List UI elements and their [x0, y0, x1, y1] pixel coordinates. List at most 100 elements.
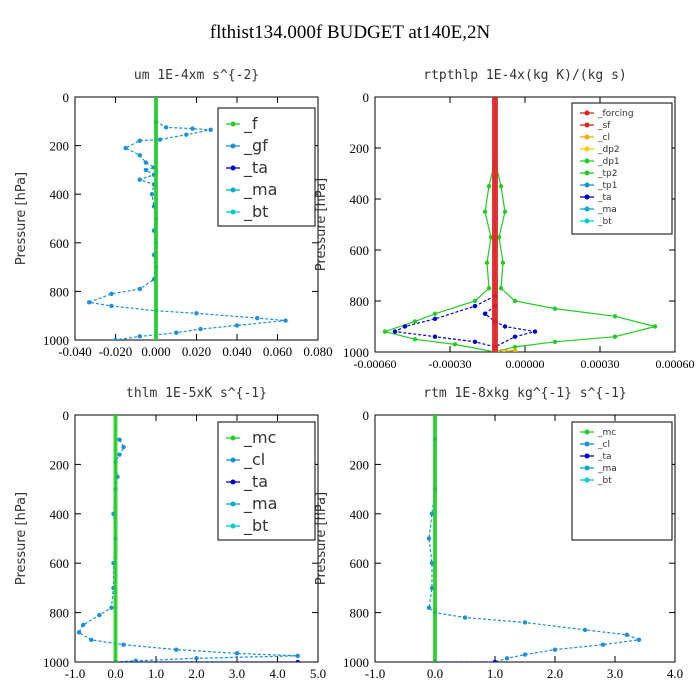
data-point — [117, 452, 122, 457]
data-point — [512, 298, 518, 304]
panel-title: um 1E-4xm s^{-2} — [134, 68, 259, 83]
panel-3: thlm 1E-5xK s^{-1} -1.0 0.0 1.0 2.0 3.0 4.0 5.0… — [14, 386, 326, 681]
legend-marker — [584, 441, 590, 447]
legend-entry: _dp1 — [597, 157, 620, 167]
data-point — [174, 330, 179, 335]
data-point — [512, 334, 518, 339]
data-point — [109, 291, 114, 297]
x-tick-label: 0.060 — [263, 344, 292, 359]
data-point — [452, 342, 458, 347]
legend: _f_gf_ta_ma_bt — [217, 107, 316, 227]
data-point — [486, 184, 492, 189]
x-tick-label: 4.0 — [269, 666, 285, 681]
x-tick-label: 0.0 — [107, 666, 123, 681]
data-point — [512, 344, 518, 350]
data-point — [512, 348, 518, 352]
x-tick-label: 0.00030 — [581, 357, 620, 371]
panel-title: rtm 1E-8xkg kg^{-1} s^{-1} — [423, 386, 627, 401]
data-point — [149, 192, 155, 197]
legend-entry: _mc — [597, 428, 616, 438]
legend-entry: _tp2 — [597, 169, 617, 179]
y-tick-label: 200 — [50, 139, 70, 154]
plot-area — [382, 97, 658, 352]
y-axis-label: Pressure [hPa] — [314, 492, 329, 585]
data-point — [234, 323, 240, 328]
data-point — [484, 260, 490, 265]
data-point — [482, 311, 488, 316]
panel-4: rtm 1E-8xkg kg^{-1} s^{-1} -1.0 0.0 1.0 2.0 3… — [314, 386, 683, 681]
legend-marker — [584, 206, 590, 212]
data-point — [137, 153, 142, 158]
legend-entry: _forcing — [597, 109, 634, 119]
data-point — [137, 138, 142, 143]
data-point — [80, 622, 86, 628]
data-point — [492, 659, 498, 662]
legend: _forcing _sf _cl _dp2 _dp1 _tp2 _tp1 _ta _ma _bt — [571, 102, 673, 235]
data-point — [432, 334, 438, 339]
legend-marker — [230, 143, 236, 149]
y-tick-label: 400 — [350, 192, 370, 207]
x-tick-label: -0.00060 — [354, 357, 397, 371]
axes-frame — [374, 414, 676, 663]
x-tick-label: 0.040 — [222, 344, 251, 359]
x-tick-label: 1.0 — [148, 666, 164, 681]
legend-entry: _cl — [243, 450, 265, 470]
data-point — [552, 339, 558, 344]
x-tick-label: 0.000 — [141, 344, 170, 359]
x-tick-label: 0.00060 — [656, 357, 695, 371]
legend-marker — [584, 110, 590, 116]
data-point — [504, 656, 510, 661]
data-point — [500, 260, 506, 265]
y-tick-label: 200 — [350, 141, 370, 156]
legend-entry: _sf — [597, 121, 611, 131]
legend: _mc _cl _ta _ma _bt — [571, 421, 673, 541]
data-point — [636, 637, 642, 642]
y-tick-label: 200 — [50, 457, 70, 472]
data-point — [382, 329, 388, 334]
legend-entry: _ta — [243, 472, 268, 492]
series-line-tp2 — [494, 160, 656, 352]
legend-entry: _ta — [243, 158, 268, 178]
legend-marker — [230, 187, 236, 193]
legend-marker — [584, 122, 590, 128]
data-point — [190, 126, 195, 131]
data-point — [113, 337, 118, 340]
y-tick-label: 800 — [350, 294, 370, 309]
y-tick-label: 0 — [63, 90, 70, 105]
legend-marker — [584, 429, 590, 435]
panel-1: um 1E-4xm s^{-2} -0.040 -0.020 0.000 0.020 0.… — [14, 68, 333, 359]
data-point — [522, 652, 528, 657]
zero-series-band — [433, 415, 437, 662]
legend-entry: _tp1 — [597, 181, 617, 191]
x-tick-label: 0.080 — [303, 344, 332, 359]
data-point — [652, 324, 658, 329]
x-tick-label: -1.0 — [365, 666, 386, 681]
data-point — [462, 615, 468, 620]
data-point — [89, 637, 94, 642]
panel-2: rtpthlp 1E-4x(kg K)/(kg s) -0.00060 -0.000… — [314, 68, 695, 371]
legend-entry: _cl — [597, 440, 610, 450]
x-tick-label: 0.020 — [182, 344, 211, 359]
legend-marker — [230, 165, 236, 171]
data-point — [143, 167, 149, 173]
legend-marker — [230, 457, 236, 463]
data-point — [133, 658, 138, 662]
legend-marker — [584, 146, 590, 152]
data-point — [86, 300, 92, 305]
plot-area — [76, 415, 300, 662]
data-point — [97, 612, 102, 618]
legend-entry: _mc — [243, 428, 276, 448]
x-tick-label: 5.0 — [310, 666, 326, 681]
panels: um 1E-4xm s^{-2}-0.040 -0.020 0.000 0.020 0.… — [14, 68, 695, 681]
data-point — [502, 209, 508, 214]
legend-marker — [230, 121, 236, 127]
y-tick-label: 400 — [50, 507, 70, 522]
data-point — [552, 306, 558, 311]
data-point — [255, 315, 260, 321]
legend-entry: _ma — [243, 494, 277, 514]
y-tick-label: 0 — [363, 90, 370, 105]
data-point — [612, 334, 618, 339]
y-tick-label: 1000 — [43, 655, 69, 670]
legend-marker — [230, 435, 236, 441]
data-point — [472, 298, 478, 304]
